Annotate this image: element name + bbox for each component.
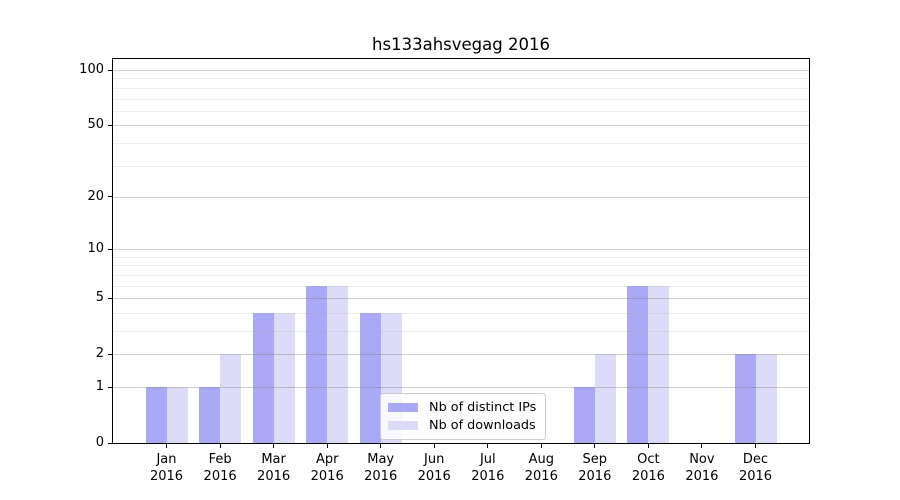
y-tick-label-20: 20 <box>87 188 104 204</box>
legend: Nb of distinct IPs Nb of downloads <box>380 393 547 440</box>
bar-downloads-apr <box>327 285 349 443</box>
bar-downloads-feb <box>220 354 242 443</box>
x-tick-label-jan: Jan 2016 <box>149 452 184 484</box>
y-tick-label-5: 5 <box>95 290 104 306</box>
bar-distinct-ips-mar <box>252 312 274 443</box>
x-tick-label-jul: Jul 2016 <box>471 452 505 484</box>
x-tick-label-sep: Sep 2016 <box>578 452 612 484</box>
x-tick-feb <box>219 444 221 448</box>
bar-distinct-ips-dec <box>734 354 756 443</box>
x-tick-label-may: May 2016 <box>364 452 398 484</box>
bar-downloads-mar <box>273 312 295 443</box>
bar-distinct-ips-feb <box>199 387 221 443</box>
legend-swatch-downloads <box>388 421 418 430</box>
x-tick-oct <box>647 444 649 448</box>
x-tick-jan <box>166 444 167 448</box>
x-tick-label-oct: Oct 2016 <box>631 452 665 484</box>
bar-distinct-ips-jan <box>145 387 167 443</box>
bar-downloads-sep <box>594 354 616 443</box>
x-tick-label-jun: Jun 2016 <box>417 452 451 484</box>
legend-item-distinct-ips: Nb of distinct IPs <box>388 399 536 416</box>
x-tick-mar <box>273 444 275 448</box>
bars-layer <box>113 59 809 443</box>
bar-distinct-ips-oct <box>627 285 649 443</box>
legend-label-distinct-ips: Nb of distinct IPs <box>429 399 537 415</box>
x-tick-label-apr: Apr 2016 <box>310 452 344 484</box>
x-tick-label-aug: Aug 2016 <box>524 452 558 484</box>
x-tick-jul <box>487 444 489 448</box>
plot-area <box>112 58 810 444</box>
x-tick-aug <box>540 444 542 448</box>
bar-distinct-ips-may <box>359 312 381 443</box>
chart-title: hs133ahsvegag 2016 <box>372 35 550 54</box>
y-tick-label-2: 2 <box>95 346 104 362</box>
legend-item-downloads: Nb of downloads <box>388 417 536 434</box>
x-tick-label-feb: Feb 2016 <box>203 452 237 484</box>
x-tick-nov <box>701 444 703 448</box>
bar-downloads-jan <box>166 387 188 443</box>
legend-label-downloads: Nb of downloads <box>429 417 536 433</box>
bar-distinct-ips-apr <box>306 285 328 443</box>
y-tick-label-50: 50 <box>87 117 104 133</box>
x-tick-label-dec: Dec 2016 <box>738 452 773 484</box>
y-tick-label-1: 1 <box>95 379 104 394</box>
x-tick-label-mar: Mar 2016 <box>257 452 291 484</box>
bar-downloads-oct <box>648 285 670 443</box>
y-tick-label-10: 10 <box>87 241 104 257</box>
y-tick-label-100: 100 <box>79 62 104 77</box>
x-tick-dec <box>755 444 756 448</box>
x-tick-apr <box>326 444 328 448</box>
bar-downloads-dec <box>755 354 777 443</box>
x-tick-may <box>380 444 382 448</box>
x-tick-sep <box>594 444 596 448</box>
legend-swatch-distinct-ips <box>388 403 418 412</box>
y-tick-label-0: 0 <box>95 435 104 450</box>
x-tick-jun <box>433 444 435 448</box>
x-tick-label-nov: Nov 2016 <box>685 452 719 484</box>
bar-distinct-ips-sep <box>573 387 595 443</box>
